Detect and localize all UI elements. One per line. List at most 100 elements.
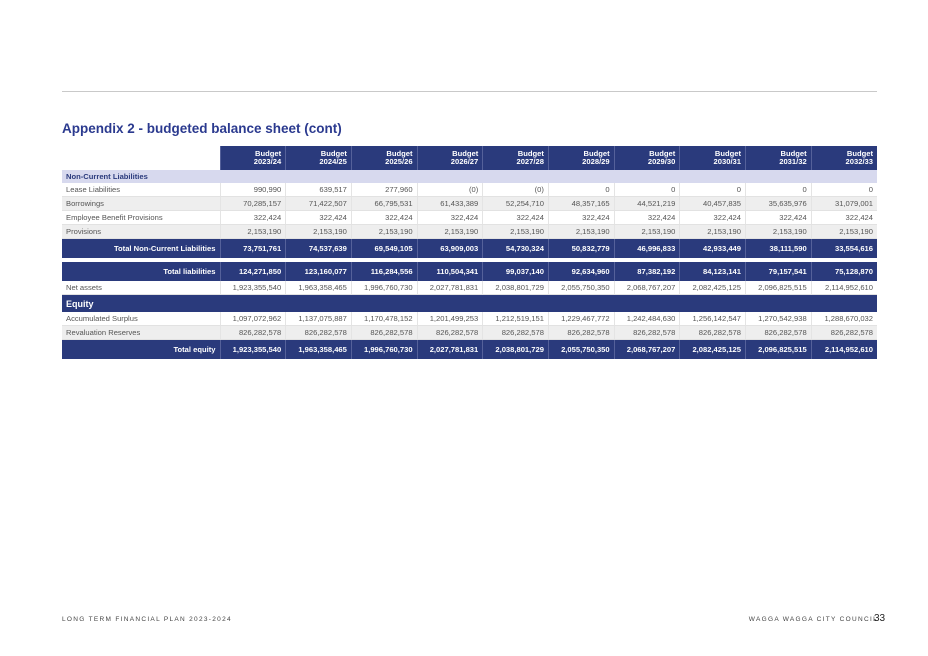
cell: 84,123,141 (679, 261, 746, 281)
row-label: Accumulated Surplus (62, 312, 220, 326)
page-title: Appendix 2 - budgeted balance sheet (con… (62, 121, 342, 136)
total-liabilities-row: Total liabilities 124,271,850 123,160,07… (62, 261, 877, 281)
cell: 826,282,578 (219, 325, 286, 340)
cell: 0 (613, 183, 680, 197)
column-header: Budget 2029/30 (613, 146, 680, 170)
cell: 322,424 (482, 210, 549, 225)
table-row: Accumulated Surplus 1,097,072,962 1,137,… (62, 312, 877, 326)
cell: 110,504,341 (416, 261, 483, 281)
cell: 50,832,779 (547, 238, 615, 258)
cell: 826,282,578 (810, 325, 877, 340)
cell: 79,157,541 (745, 261, 812, 281)
cell: 826,282,578 (482, 325, 549, 340)
row-label: Lease Liabilities (62, 183, 220, 197)
total-equity-row: Total equity 1,923,355,540 1,963,358,465… (62, 339, 877, 359)
cell: 1,288,670,032 (810, 312, 877, 326)
footer-organisation: WAGGA WAGGA CITY COUNCIL (748, 616, 878, 623)
cell: 99,037,140 (482, 261, 549, 281)
total-non-current-liabilities-row: Total Non-Current Liabilities 73,751,761… (62, 238, 877, 258)
cell: 2,038,801,729 (482, 281, 549, 295)
column-header: Budget 2030/31 (679, 146, 746, 170)
cell: 322,424 (679, 210, 746, 225)
cell: 2,068,767,207 (613, 281, 680, 295)
row-label: Net assets (62, 281, 220, 295)
cell: 1,201,499,253 (416, 312, 483, 326)
cell: 2,068,767,207 (613, 339, 680, 359)
cell: 2,038,801,729 (482, 339, 549, 359)
cell: 48,357,165 (547, 196, 615, 211)
balance-sheet-table: Budget 2023/24 Budget 2024/25 Budget 2025/2… (62, 146, 877, 359)
cell: 116,284,556 (350, 261, 418, 281)
page-number: 33 (874, 613, 886, 624)
section-title: Non-Current Liabilities (62, 170, 877, 183)
cell: 322,424 (613, 210, 680, 225)
cell: 322,424 (285, 210, 352, 225)
cell: 2,153,190 (219, 224, 286, 239)
cell: 826,282,578 (679, 325, 746, 340)
cell: (0) (482, 183, 549, 197)
cell: 2,114,952,610 (810, 281, 877, 295)
column-header: Budget 2025/26 (350, 146, 418, 170)
cell: 63,909,003 (416, 238, 483, 258)
cell: 74,537,639 (285, 238, 352, 258)
cell: 322,424 (745, 210, 812, 225)
cell: 61,433,389 (416, 196, 483, 211)
cell: 52,254,710 (482, 196, 549, 211)
cell: 2,027,781,831 (416, 281, 483, 295)
column-header: Budget 2028/29 (547, 146, 615, 170)
cell: 826,282,578 (547, 325, 615, 340)
cell: 0 (810, 183, 877, 197)
cell: 2,055,750,350 (547, 339, 615, 359)
cell: 1,270,542,938 (745, 312, 812, 326)
row-label: Provisions (62, 224, 220, 239)
cell: 69,549,105 (350, 238, 418, 258)
cell: 826,282,578 (350, 325, 418, 340)
cell: 639,517 (285, 183, 352, 197)
cell: 124,271,850 (219, 261, 286, 281)
cell: 2,153,190 (350, 224, 418, 239)
cell: 1,229,467,772 (547, 312, 615, 326)
cell: 42,933,449 (679, 238, 746, 258)
footer-document-title: LONG TERM FINANCIAL PLAN 2023-2024 (62, 616, 232, 623)
section-title: Equity (62, 294, 877, 312)
column-header: Budget 2032/33 (810, 146, 877, 170)
cell: 46,996,833 (613, 238, 680, 258)
cell: 1,996,760,730 (350, 339, 418, 359)
cell: 73,751,761 (219, 238, 286, 258)
top-divider (62, 91, 877, 92)
row-label: Total equity (62, 339, 220, 359)
cell: 1,137,075,887 (285, 312, 352, 326)
cell: 2,114,952,610 (810, 339, 877, 359)
cell: 0 (679, 183, 746, 197)
column-header: Budget 2024/25 (285, 146, 352, 170)
cell: 322,424 (547, 210, 615, 225)
cell: 2,153,190 (679, 224, 746, 239)
cell: 75,128,870 (810, 261, 877, 281)
row-label: Total liabilities (62, 261, 220, 281)
cell: 826,282,578 (745, 325, 812, 340)
net-assets-row: Net assets 1,923,355,540 1,963,358,465 1… (62, 281, 877, 295)
cell: 123,160,077 (285, 261, 352, 281)
cell: 1,256,142,547 (679, 312, 746, 326)
cell: 66,795,531 (350, 196, 418, 211)
cell: 1,170,478,152 (350, 312, 418, 326)
cell: 35,635,976 (745, 196, 812, 211)
cell: 2,153,190 (416, 224, 483, 239)
cell: 33,554,616 (810, 238, 877, 258)
cell: 2,082,425,125 (679, 281, 746, 295)
cell: 31,079,001 (810, 196, 877, 211)
cell: 990,990 (219, 183, 286, 197)
column-header: Budget 2031/32 (745, 146, 812, 170)
cell: 0 (547, 183, 615, 197)
row-label: Revaluation Reserves (62, 325, 220, 340)
table-row: Employee Benefit Provisions 322,424 322,… (62, 210, 877, 225)
cell: 322,424 (416, 210, 483, 225)
section-header-non-current-liabilities: Non-Current Liabilities (62, 170, 877, 183)
cell: 826,282,578 (285, 325, 352, 340)
cell: 2,153,190 (810, 224, 877, 239)
cell: 1,242,484,630 (613, 312, 680, 326)
cell: 38,111,590 (745, 238, 812, 258)
cell: 2,082,425,125 (679, 339, 746, 359)
cell: 71,422,507 (285, 196, 352, 211)
cell: 1,963,358,465 (285, 339, 352, 359)
